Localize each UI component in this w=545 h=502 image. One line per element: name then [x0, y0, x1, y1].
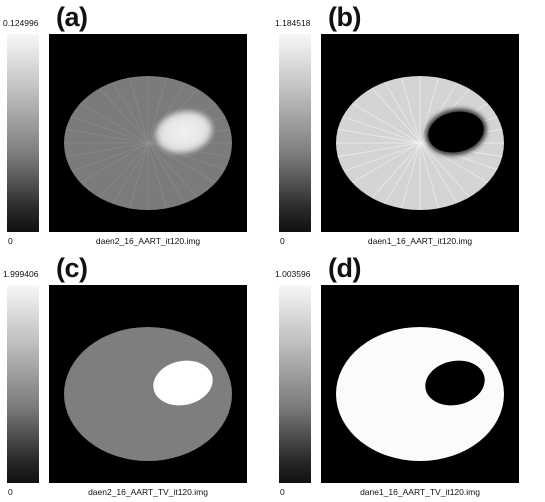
panel-b-colorbar-max: 1.184518 [275, 18, 311, 28]
panel-d-reconstruction-image [321, 285, 519, 483]
panel-d-colorbar-min: 0 [280, 487, 285, 497]
panel-c-inset [153, 360, 213, 406]
panel-c-reconstruction-image [49, 285, 247, 483]
panel-b-label: (b) [328, 2, 361, 32]
panel-d-colorbar [279, 285, 311, 483]
panel-c-label: (c) [56, 253, 88, 283]
panel-a-label: (a) [56, 2, 88, 32]
panel-a-reconstruction-image [49, 34, 247, 232]
panel-a-colorbar [7, 34, 39, 232]
panel-b-colorbar [279, 34, 311, 232]
panel-a-colorbar-min: 0 [8, 236, 13, 246]
panel-d-inset [425, 360, 485, 406]
panel-a-filename: daen2_16_AART_it120.img [95, 236, 201, 246]
panel-c-colorbar-max: 1.999406 [3, 269, 39, 279]
panel-b-reconstruction-image [321, 34, 519, 232]
panel-a: (a) 0.124996 0 [0, 0, 272, 250]
panel-c-filename: daen2_16_AART_TV_it120.img [88, 487, 208, 497]
panel-c-colorbar-min: 0 [8, 487, 13, 497]
panel-c-phantom [64, 327, 232, 461]
panel-d-label: (d) [328, 253, 361, 283]
panel-d-filename: dane1_16_AART_TV_it120.img [360, 487, 480, 497]
panel-d-phantom [336, 327, 504, 461]
panel-c: (c) 1.999406 0 daen2_16_AART_TV_it120.im… [0, 251, 272, 501]
panel-a-inset [155, 110, 213, 154]
panel-b-colorbar-min: 0 [280, 236, 285, 246]
panel-c-colorbar [7, 285, 39, 483]
panel-d-colorbar-max: 1.003596 [275, 269, 311, 279]
panel-b-inset [428, 111, 484, 153]
panel-d: (d) 1.003596 0 dane1_16_AART_TV_it120.im… [272, 251, 544, 501]
panel-b-filename: daen1_16_AART_it120.img [367, 236, 473, 246]
panel-b: (b) 1.184518 0 [272, 0, 544, 250]
panel-a-colorbar-max: 0.124996 [3, 18, 39, 28]
